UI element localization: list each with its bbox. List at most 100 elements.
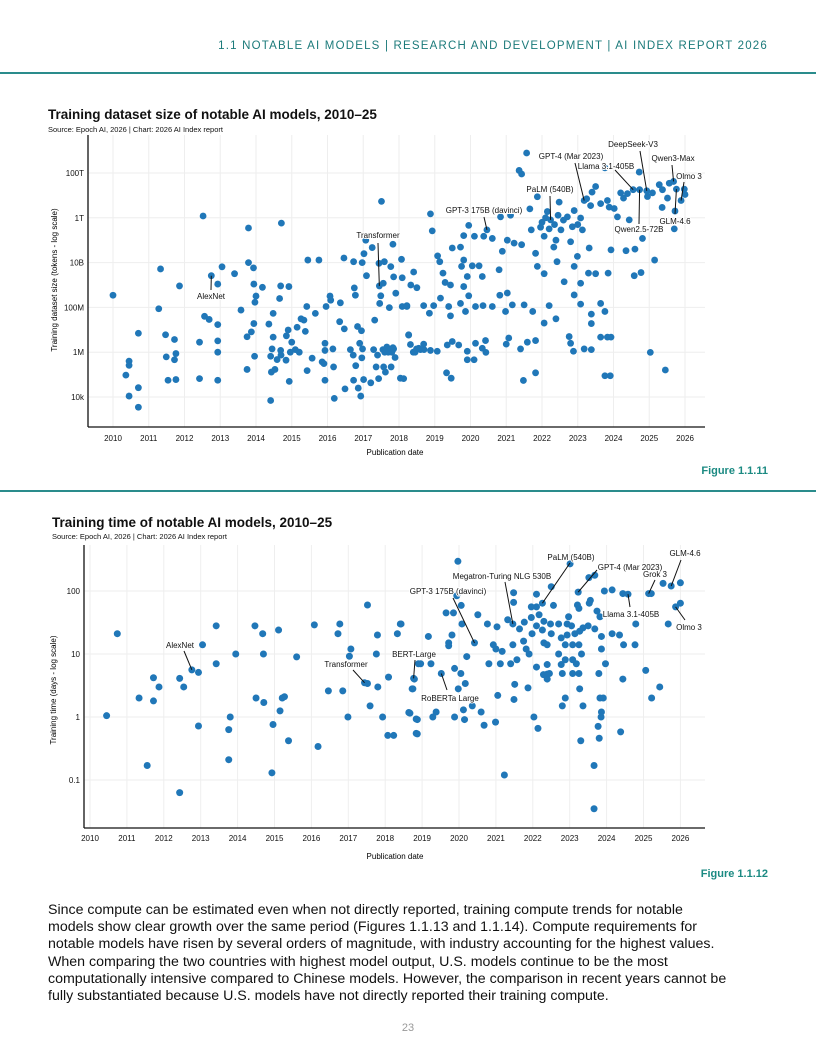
data-point (363, 680, 371, 688)
data-point (553, 258, 561, 266)
data-point (454, 685, 462, 693)
data-point (303, 367, 311, 375)
annotation-leader (680, 181, 685, 201)
data-point (597, 333, 605, 341)
data-point (336, 318, 344, 326)
annotation-label: Olmo 3 (676, 623, 702, 632)
y-tick-label: 1M (73, 348, 84, 357)
data-point (358, 259, 366, 266)
data-point (527, 603, 535, 611)
data-point (134, 403, 142, 411)
data-point (493, 623, 501, 631)
data-point (664, 620, 672, 628)
data-point (285, 283, 293, 290)
data-point (572, 660, 580, 668)
data-point (565, 333, 573, 340)
data-point (568, 223, 576, 231)
paragraph-line: computationally intensive compared to Ch… (48, 970, 727, 987)
data-point (542, 214, 549, 222)
data-point (391, 354, 399, 361)
data-point (389, 240, 397, 248)
chart-source: Source: Epoch AI, 2026 | Chart: 2026 AI … (52, 532, 227, 541)
data-point (532, 590, 540, 598)
data-point (622, 247, 630, 255)
data-point (356, 339, 364, 347)
data-point (176, 282, 183, 290)
data-point (420, 346, 428, 354)
data-point (460, 232, 468, 240)
data-point (483, 620, 491, 628)
data-point (577, 300, 585, 308)
data-point (596, 613, 604, 621)
data-point (578, 226, 586, 234)
data-point (676, 599, 684, 607)
data-point (447, 312, 454, 320)
data-point (577, 279, 585, 287)
data-point (403, 302, 411, 310)
data-point (410, 675, 418, 683)
data-point (524, 684, 532, 692)
data-point (134, 384, 142, 392)
data-point (434, 252, 442, 260)
data-point (443, 341, 451, 349)
data-point (595, 670, 603, 678)
data-point (523, 338, 531, 346)
data-point (511, 680, 519, 688)
data-point (214, 376, 222, 384)
data-point (135, 694, 143, 702)
data-point (601, 164, 609, 172)
data-point (503, 289, 511, 297)
data-point (555, 198, 563, 206)
data-point (267, 352, 275, 360)
data-point (164, 376, 172, 384)
x-tick-label: 2013 (211, 434, 229, 443)
data-point (551, 221, 558, 228)
data-point (436, 258, 444, 266)
data-point (367, 379, 375, 387)
data-point (507, 211, 514, 219)
x-tick-label: 2023 (569, 434, 587, 443)
data-point (415, 344, 423, 352)
data-point (587, 202, 595, 210)
data-point (639, 235, 646, 242)
figure-label: Figure 1.1.11 (701, 465, 768, 477)
data-point (282, 332, 290, 340)
data-point (448, 631, 456, 639)
data-point (225, 756, 233, 764)
data-point (458, 262, 465, 270)
annotation-leader (483, 216, 488, 230)
data-point (504, 616, 512, 624)
data-point (448, 338, 456, 345)
annotation-label: Transformer (356, 231, 400, 240)
data-point (577, 737, 585, 745)
data-point (437, 294, 444, 302)
data-point (533, 193, 541, 201)
data-point (468, 262, 476, 270)
annotation-leader (648, 579, 656, 594)
data-point (237, 306, 245, 314)
annotation-label: Megatron-Turing NLG 530B (453, 572, 551, 581)
data-point (516, 625, 524, 633)
data-point (252, 694, 260, 702)
data-point (535, 611, 543, 619)
data-point (377, 292, 385, 300)
data-point (451, 713, 459, 721)
data-point (461, 680, 469, 688)
data-point (443, 369, 450, 377)
data-point (245, 259, 252, 266)
annotation-label: GPT-4 (Mar 2023) (539, 152, 604, 161)
x-tick-label: 2021 (497, 434, 515, 443)
data-point (575, 641, 583, 649)
data-point (413, 716, 421, 724)
x-tick-label: 2025 (635, 834, 653, 843)
data-point (585, 269, 592, 277)
data-point (457, 243, 464, 251)
data-point (543, 641, 551, 649)
data-point (320, 360, 328, 367)
data-point (303, 303, 311, 310)
x-tick-label: 2020 (462, 434, 480, 443)
data-point (214, 337, 222, 345)
x-tick-label: 2017 (339, 834, 357, 843)
data-point (366, 702, 374, 710)
